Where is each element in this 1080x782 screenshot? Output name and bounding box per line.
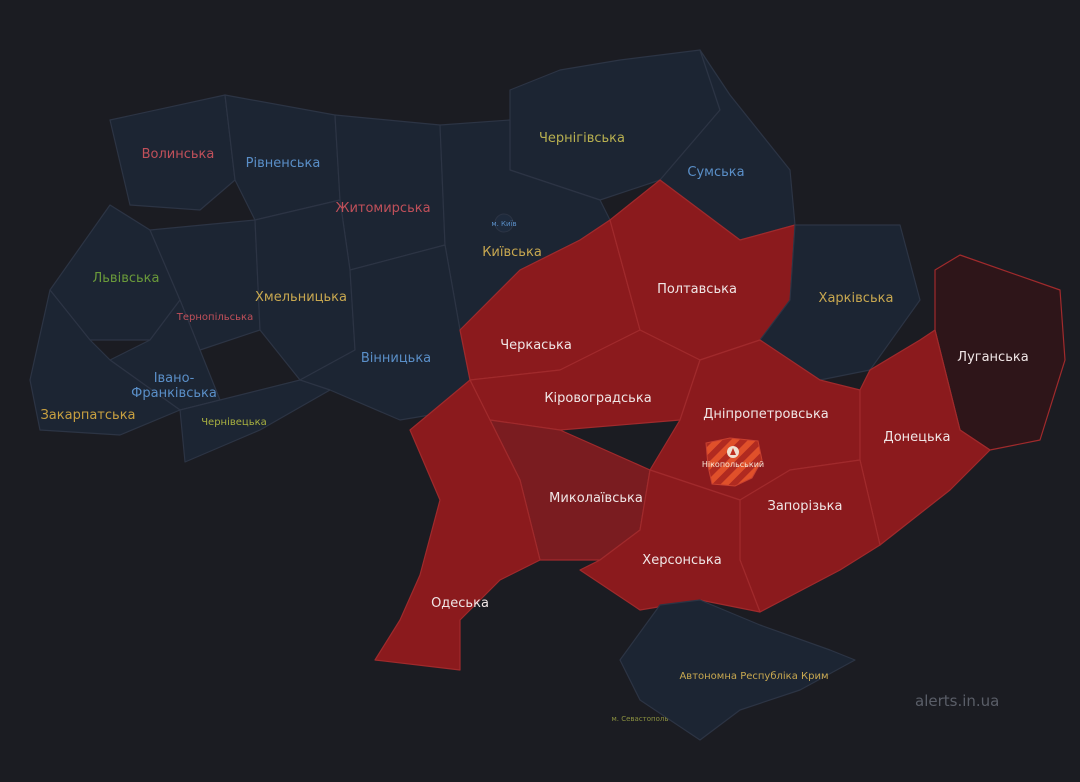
city-label-sevastopol: м. Севастополь: [611, 715, 668, 723]
region-kharkiv[interactable]: [759, 224, 921, 381]
region-zhytomyr[interactable]: [334, 114, 446, 271]
region-chernivtsi[interactable]: [179, 379, 331, 463]
city-kyiv[interactable]: [494, 213, 514, 233]
region-khmelnytskyi[interactable]: [254, 199, 356, 381]
district-nikopol[interactable]: [705, 437, 763, 487]
explosion-icon: [727, 446, 739, 458]
region-odesa[interactable]: [374, 379, 541, 671]
region-crimea[interactable]: [619, 599, 856, 741]
region-zakarpattia[interactable]: [29, 289, 181, 436]
region-volyn[interactable]: [109, 94, 236, 211]
region-rivne[interactable]: [224, 94, 341, 221]
region-ternopil[interactable]: [149, 219, 261, 351]
watermark: alerts.in.ua: [915, 692, 1000, 710]
district-label: Нікопольський: [702, 460, 764, 469]
